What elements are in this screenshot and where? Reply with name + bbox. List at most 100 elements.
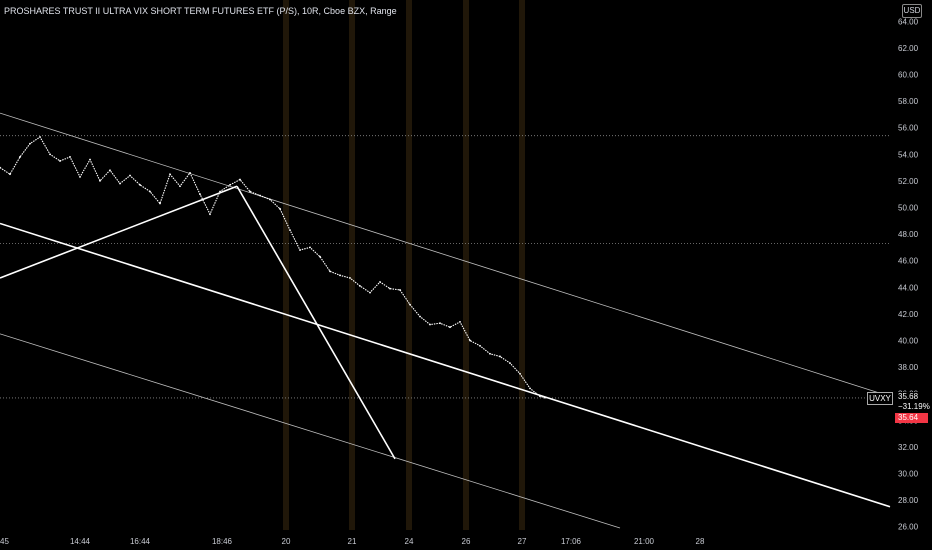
price-point	[49, 153, 51, 156]
y-tick-label: 48.00	[898, 230, 919, 239]
y-tick-label: 26.00	[898, 523, 919, 532]
price-point	[89, 158, 91, 161]
price-point	[69, 156, 71, 158]
y-tick-label: 32.00	[898, 443, 919, 452]
y-tick-label: 42.00	[898, 310, 919, 319]
trend-line	[0, 333, 621, 529]
trend-line	[0, 222, 891, 508]
price-point	[359, 285, 361, 287]
price-point	[319, 255, 321, 258]
price-point	[189, 172, 191, 174]
price-point	[439, 322, 441, 325]
price-point	[59, 160, 61, 162]
price-point	[409, 303, 411, 306]
y-tick-label: 28.00	[898, 496, 919, 505]
horizontal-levels	[0, 135, 890, 399]
y-axis-ticks: 64.00 62.00 60.00 58.00 56.00 54.00 52.00 50.00…	[898, 17, 919, 531]
price-point	[149, 190, 151, 193]
trend-line	[0, 185, 238, 279]
price-point	[539, 395, 541, 398]
symbol-label: UVXY	[867, 392, 893, 405]
session-band	[463, 0, 469, 530]
price-point	[349, 277, 351, 279]
x-tick-label: 16:44	[130, 537, 151, 546]
price-point	[489, 352, 491, 355]
price-line	[0, 136, 546, 399]
price-point	[219, 190, 221, 193]
price-point	[79, 176, 81, 178]
price-point	[139, 183, 141, 186]
y-tick-label: 50.00	[898, 204, 919, 213]
price-point	[509, 362, 511, 365]
price-point	[109, 169, 111, 172]
price-point	[499, 355, 501, 358]
price-point	[249, 190, 251, 193]
x-tick-label: 21:00	[634, 537, 655, 546]
price-point	[529, 387, 531, 390]
x-tick-label: 21	[348, 537, 357, 546]
price-point	[379, 281, 381, 283]
trend-line	[236, 185, 396, 460]
price-point	[19, 156, 21, 158]
price-point	[329, 270, 331, 273]
price-point	[159, 202, 161, 205]
y-tick-label: 40.00	[898, 337, 919, 346]
price-point	[269, 198, 271, 201]
session-bands	[283, 0, 525, 530]
price-point	[309, 246, 311, 249]
price-point	[479, 344, 481, 347]
current-price: 35.68	[898, 392, 919, 401]
x-tick-label: 27	[518, 537, 527, 546]
x-axis-ticks: 45 14:44 16:44 18:46 20 21 24 26 27 17:06 21:00 28	[0, 537, 705, 546]
currency-button[interactable]: USD	[902, 4, 922, 18]
price-point	[459, 320, 461, 323]
x-tick-label: 18:46	[212, 537, 233, 546]
y-tick-label: 52.00	[898, 177, 919, 186]
price-point	[0, 166, 1, 169]
session-band	[283, 0, 289, 530]
price-point	[99, 180, 101, 182]
x-tick-label: 45	[0, 537, 9, 546]
price-point	[129, 174, 131, 177]
price-point	[389, 287, 391, 290]
session-band	[406, 0, 412, 530]
x-tick-label: 17:06	[561, 537, 582, 546]
y-tick-label: 56.00	[898, 124, 919, 133]
price-point	[429, 323, 431, 326]
price-point	[289, 229, 291, 232]
price-point	[399, 289, 401, 291]
y-tick-label: 46.00	[898, 257, 919, 266]
price-point	[299, 249, 301, 251]
price-point	[259, 194, 261, 197]
price-point	[469, 339, 471, 342]
price-point	[119, 182, 121, 185]
trend-lines	[0, 112, 891, 529]
price-point	[179, 185, 181, 188]
price-point	[339, 274, 341, 277]
x-tick-label: 24	[405, 537, 414, 546]
y-tick-label: 58.00	[898, 97, 919, 106]
price-point	[449, 326, 451, 329]
trend-line	[0, 112, 891, 397]
price-point	[209, 213, 211, 216]
y-tick-label: 64.00	[898, 17, 919, 26]
price-point	[369, 291, 371, 294]
change-percent: −31.19%	[898, 402, 930, 411]
x-tick-label: 28	[696, 537, 705, 546]
x-tick-label: 26	[462, 537, 471, 546]
price-box: 35.68 −31.19%	[895, 392, 932, 412]
price-point	[279, 207, 281, 210]
last-price-badge: 35.64	[895, 413, 928, 423]
y-tick-label: 30.00	[898, 470, 919, 479]
price-point	[169, 173, 171, 176]
x-tick-label: 14:44	[70, 537, 91, 546]
chart-title: PROSHARES TRUST II ULTRA VIX SHORT TERM …	[4, 6, 397, 16]
price-series	[0, 136, 546, 399]
x-tick-label: 20	[282, 537, 291, 546]
price-point	[199, 193, 201, 196]
y-tick-label: 62.00	[898, 44, 919, 53]
y-tick-label: 44.00	[898, 283, 919, 292]
session-band	[349, 0, 355, 530]
price-point	[519, 372, 521, 375]
